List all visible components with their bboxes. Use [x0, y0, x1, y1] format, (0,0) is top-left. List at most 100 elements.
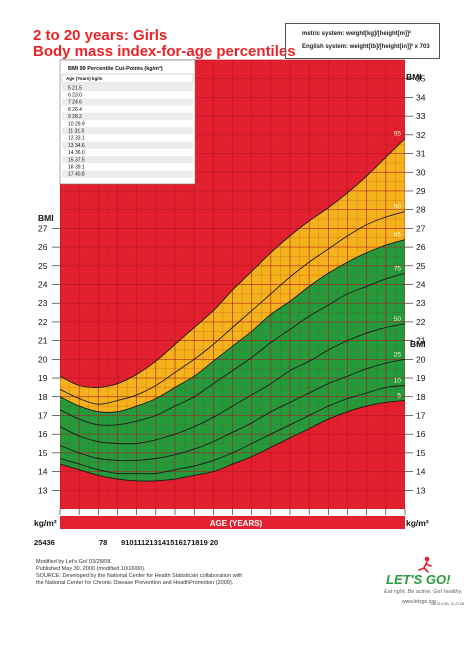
axis-ticks: 13 14 15 16 17 18 19 20 21 22 23 24 25 26 27 13 14 15 16 17… — [38, 74, 426, 515]
percentile-label-85: 85 — [394, 232, 402, 239]
y-tick-label-right: 15 — [416, 448, 426, 458]
y-tick-label-left: 13 — [38, 485, 48, 495]
y-tick-label-left: 18 — [38, 392, 48, 402]
logo-url: www.letsgo.org — [402, 599, 436, 605]
percentile-labels: 5 10 25 50 75 85 90 95 — [394, 131, 402, 400]
formula-english: English system: weight[lb]/[height[in]]²… — [302, 44, 430, 50]
footer-modified: Modified by Let's Go! 03/28/08. — [36, 559, 112, 565]
logo-tagline: Eat right. Be active. Get healthy. — [384, 589, 463, 595]
cutpoint-rows: 5 21.5 6 23.07 24.68 26.49 28.210 29.9 11 … — [62, 84, 193, 178]
cutpoint-row-bg — [62, 120, 193, 128]
cutpoint-row-bg — [62, 105, 193, 113]
cutpoint-row-bg — [62, 156, 193, 164]
footer-source: SOURCE: Developed by the National Center… — [36, 573, 243, 579]
document-code: 131.014.08 | 10.21.08 — [430, 602, 464, 606]
cutpoint-row: 8 26.4 — [68, 107, 82, 113]
formula-metric: metric system: weight[kg]/[height[m]]² — [302, 31, 412, 37]
y-tick-label-right: 20 — [416, 354, 426, 364]
y-tick-label-right: 13 — [416, 485, 426, 495]
cutpoint-row: 15 37.5 — [68, 157, 85, 163]
y-tick-label-right: 32 — [416, 130, 426, 140]
cutpoint-row: 14 36.0 — [68, 150, 85, 156]
y-tick-label-right: 26 — [416, 242, 426, 252]
y-tick-label-right: 22 — [416, 317, 426, 327]
cutpoint-row: 9 28.2 — [68, 114, 82, 120]
y-tick-label-left: 19 — [38, 373, 48, 383]
bmi-formula-box: metric system: weight[kg]/[height[m]]² E… — [285, 23, 440, 59]
cutpoint-row-bg — [62, 91, 193, 99]
y-tick-label-left: 23 — [38, 298, 48, 308]
y-tick-label-right: 35 — [416, 74, 426, 84]
percentile-label-95: 95 — [394, 131, 402, 138]
y-tick-label-right: 34 — [416, 92, 426, 102]
cutpoint-title: BMI 99 Percentile Cut-Points (kg/m²) — [68, 65, 163, 72]
y-tick-label-left: 16 — [38, 429, 48, 439]
y-tick-label-right: 24 — [416, 280, 426, 290]
age-header-bar — [60, 516, 405, 529]
runner-icon — [418, 556, 432, 573]
percentile-label-50: 50 — [394, 316, 402, 323]
y-tick-label-left: 15 — [38, 448, 48, 458]
y-tick-label-right: 17 — [416, 410, 426, 420]
percentile-curve-10 — [59, 385, 406, 475]
cutpoint-row-bg — [62, 134, 193, 142]
cutpoint-row-bg — [62, 163, 193, 171]
unit-label-right: kg/m² — [406, 518, 429, 528]
y-tick-label-right: 27 — [416, 223, 426, 233]
percentile-curve-5 — [59, 400, 406, 482]
logo-brand: LET'S GO! — [386, 572, 451, 587]
cutpoint-row-bg — [62, 112, 193, 120]
cutpoint-row: 10 29.9 — [68, 121, 85, 127]
percentile-label-10: 10 — [394, 378, 402, 385]
x-tick-labels-row: 910111213141516171819 20 — [121, 538, 219, 547]
y-tick-label-right: 29 — [416, 186, 426, 196]
cutpoint-row-bg — [62, 148, 193, 156]
letsgo-logo: LET'S GO! Eat right. Be active. Get heal… — [384, 556, 464, 616]
cutpoint-header-row — [61, 73, 194, 84]
bmi-label-right: BMI — [410, 339, 426, 349]
bmi-label-right-top: BMI — [406, 72, 422, 82]
cutpoint-row: 16 39.1 — [68, 165, 85, 171]
footer-published: Published May 30, 2000 (modified 10/16/0… — [36, 566, 146, 572]
y-tick-label-left: 25 — [38, 261, 48, 271]
page-subtitle: Body mass index-for-age percentiles — [33, 43, 296, 60]
y-tick-label-left: 21 — [38, 336, 48, 346]
cutpoint-row-bg — [62, 170, 193, 178]
y-tick-label-right: 25 — [416, 261, 426, 271]
cutpoint-row-bg — [62, 98, 193, 106]
cutpoint-row: 12 33.1 — [68, 136, 85, 142]
cutpoint-row: 7 24.6 — [68, 100, 82, 106]
percentile-label-5: 5 — [397, 392, 401, 399]
percentile-curve-95 — [59, 138, 406, 388]
y-tick-label-right: 19 — [416, 373, 426, 383]
cutpoint-row: 5 21.5 — [68, 85, 82, 91]
y-tick-label-right: 33 — [416, 111, 426, 121]
y-tick-label-right: 14 — [416, 467, 426, 477]
y-tick-label-right: 31 — [416, 149, 426, 159]
y-tick-label-left: 24 — [38, 280, 48, 290]
y-tick-label-left: 20 — [38, 354, 48, 364]
cutpoint-header: Age (Years) kg/m — [66, 76, 103, 81]
y-tick-label-left: 17 — [38, 410, 48, 420]
percentile-label-90: 90 — [394, 204, 402, 211]
y-tick-label-right: 23 — [416, 298, 426, 308]
percentile-curve-85 — [59, 239, 406, 413]
cutpoint-row: 17 40.8 — [68, 172, 85, 178]
y-tick-label-left: 26 — [38, 242, 48, 252]
percentile-curves — [59, 138, 406, 482]
y-tick-label-right: 30 — [416, 167, 426, 177]
y-tick-label-right: 21 — [416, 336, 426, 346]
y-tick-label-right: 18 — [416, 392, 426, 402]
cutpoint-row: 6 23.0 — [68, 93, 82, 99]
cutpoint-row-bg — [62, 127, 193, 135]
percentile-curve-90 — [59, 211, 406, 405]
percentile-curve-25 — [59, 358, 406, 462]
percentile-label-25: 25 — [394, 351, 402, 358]
y-tick-label-left: 27 — [38, 223, 48, 233]
bmi-label-left: BMI — [38, 213, 54, 223]
percentile-label-75: 75 — [394, 265, 402, 272]
cutpoint-row-bg — [62, 84, 193, 92]
cutpoint-row: 13 34.6 — [68, 143, 85, 149]
x-tick-labels-gap: 78 — [99, 538, 108, 547]
